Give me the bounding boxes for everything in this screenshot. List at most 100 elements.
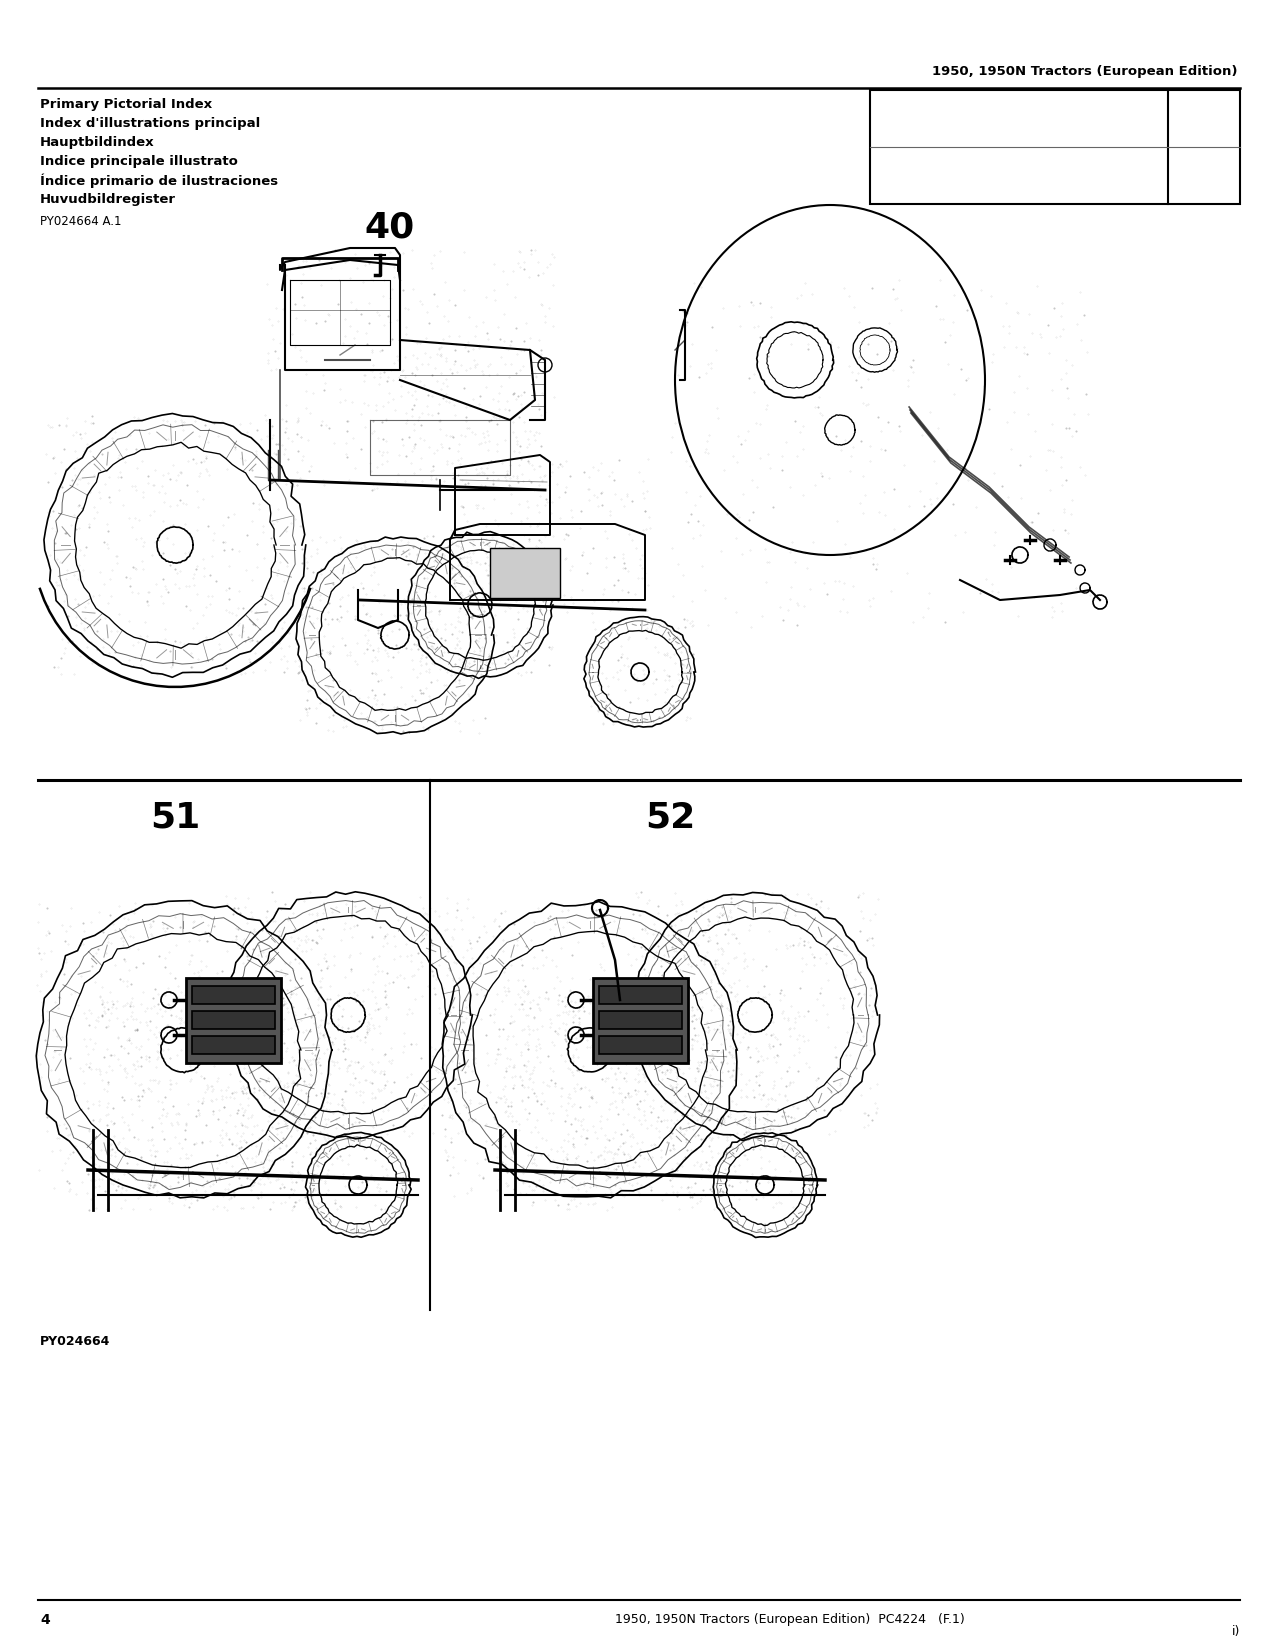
Point [85,1167,106,1193]
Point [694,1071,714,1097]
Point [312,916,333,942]
Point [641,1112,662,1138]
Point [283,929,303,955]
Point [381,356,402,383]
Point [402,360,422,386]
Point [368,1178,389,1204]
Point [714,1109,734,1135]
Point [451,619,472,645]
Point [723,1056,743,1082]
Point [618,988,639,1015]
Point [266,974,287,1000]
Point [278,1072,298,1099]
Point [282,1044,302,1071]
Point [521,1076,542,1102]
Point [334,1094,354,1120]
Point [594,957,615,983]
Point [414,1079,435,1106]
Point [453,554,473,581]
Point [131,1143,152,1170]
Point [849,309,870,335]
Point [133,1084,153,1110]
Point [473,361,493,388]
Point [474,983,495,1010]
Point [516,488,537,515]
Point [163,1092,184,1119]
Point [134,1079,154,1106]
Point [478,591,499,617]
Point [732,1000,752,1026]
Point [460,665,481,691]
Point [61,982,82,1008]
Point [358,249,379,276]
Point [704,1016,724,1043]
Point [738,1107,759,1134]
Point [210,978,231,1005]
Point [418,635,439,662]
Point [996,290,1016,317]
Point [288,949,309,975]
Point [260,508,280,535]
Point [152,1044,172,1071]
Point [372,1097,393,1124]
Point [539,1072,560,1099]
Point [476,1127,496,1153]
Point [757,355,778,381]
Point [274,1190,295,1216]
Point [394,1020,414,1046]
Point [806,891,826,917]
Point [441,662,462,688]
Point [801,884,821,911]
Point [310,690,330,716]
Point [478,586,499,612]
Point [251,1183,272,1209]
Point [519,546,539,573]
Point [770,1031,790,1058]
Point [428,335,449,361]
Point [142,1114,162,1140]
Point [412,921,432,947]
Point [706,1016,727,1043]
Point [774,1132,794,1158]
Point [346,988,366,1015]
Point [214,1094,235,1120]
Point [321,1152,342,1178]
Point [376,622,397,648]
Point [125,474,145,500]
Point [492,1016,513,1043]
Point [272,1020,292,1046]
Point [393,1040,413,1066]
Point [745,360,765,386]
Point [727,982,747,1008]
Point [782,1104,802,1130]
Point [460,549,481,576]
Point [741,518,761,544]
Point [92,1068,112,1094]
Point [284,1002,305,1028]
Point [765,1087,785,1114]
Point [594,1054,615,1081]
Point [315,1068,335,1094]
Point [434,1051,454,1077]
Point [677,1137,697,1163]
Point [673,970,694,997]
Point [546,952,566,978]
Text: 1950, 1950N Tractors (European Edition)  PC4224   (F.1): 1950, 1950N Tractors (European Edition) … [615,1614,965,1627]
Point [754,366,774,393]
Point [317,1176,338,1203]
Point [690,916,710,942]
Point [242,457,263,483]
Point [487,1143,507,1170]
Point [505,1183,525,1209]
Point [555,591,575,617]
Point [714,457,734,483]
Point [937,351,958,378]
Point [152,1089,172,1115]
Point [667,1071,687,1097]
Point [472,358,492,384]
Point [691,553,711,579]
Point [200,1127,221,1153]
Point [674,1082,695,1109]
Point [599,1175,620,1201]
Point [65,516,85,543]
